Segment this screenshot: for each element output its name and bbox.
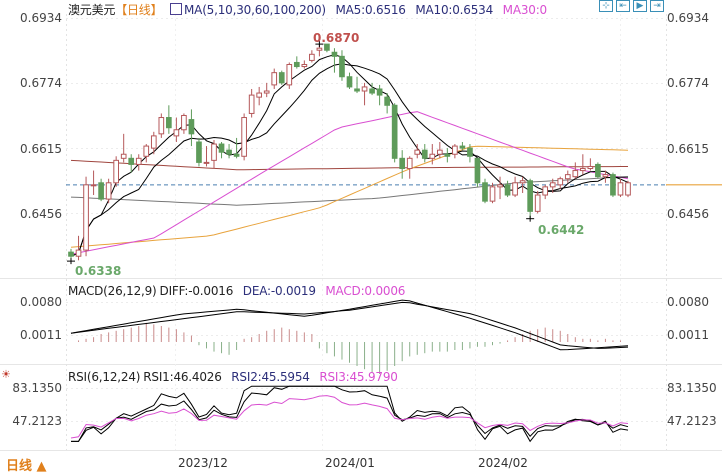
- rsi2-value: RSI2:45.5954: [231, 370, 310, 384]
- ma30-value: MA30:0: [502, 3, 548, 17]
- jump-end-icon[interactable]: ⇥: [650, 0, 664, 12]
- period-tag: 【日线】: [115, 3, 163, 17]
- zoom-in-icon[interactable]: ⇤: [616, 0, 630, 12]
- macd-dea: DEA:-0.0019: [242, 284, 316, 298]
- period-selector-button[interactable]: 日线 ▲: [6, 459, 47, 474]
- high-price-label: 0.6870: [313, 31, 360, 45]
- price-tick-right: 0.6934: [667, 11, 709, 25]
- step-forward-icon[interactable]: ▶: [633, 0, 647, 12]
- low-price-label: 0.6338: [75, 264, 122, 278]
- rsi-tick-left: 83.1350: [12, 381, 62, 395]
- rsi-tick-right: 47.2123: [667, 414, 717, 428]
- rsi-label: RSI(6,12,24): [68, 370, 141, 384]
- macd-tick-right: 0.0011: [667, 328, 709, 342]
- macd-value: MACD:0.0006: [325, 284, 406, 298]
- rsi-tick-left: 47.2123: [12, 414, 62, 428]
- price-tick-right: 0.6615: [667, 142, 709, 156]
- macd-tick-left: 0.0011: [20, 328, 62, 342]
- ma10-value: MA10:0.6534: [415, 3, 494, 17]
- ma-settings-icon[interactable]: [170, 3, 183, 15]
- price-tick-left: 0.6456: [20, 207, 62, 221]
- macd-label: MACD(26,12,9): [68, 284, 157, 298]
- symbol-title: 澳元美元: [68, 3, 116, 17]
- price-tick-right: 0.6774: [667, 76, 709, 90]
- main-legend: 澳元美元【日线】 MA(5,10,30,60,100,200) MA5:0.65…: [68, 1, 553, 18]
- rsi-tick-right: 83.1350: [667, 381, 717, 395]
- date-tick: 2023/12: [178, 456, 228, 470]
- low-price-label: 0.6442: [538, 223, 585, 237]
- ma-label: MA(5,10,30,60,100,200): [184, 3, 326, 17]
- macd-legend: MACD(26,12,9) DIFF:-0.0016 DEA:-0.0019 MA…: [68, 284, 411, 298]
- price-tick-right: 0.6456: [667, 207, 709, 221]
- indicator-settings-icon[interactable]: ☀: [1, 368, 11, 381]
- macd-tick-right: 0.0080: [667, 295, 709, 309]
- macd-tick-left: 0.0080: [20, 295, 62, 309]
- price-tick-left: 0.6615: [20, 142, 62, 156]
- date-tick: 2024/02: [478, 456, 528, 470]
- macd-diff: DIFF:-0.0016: [159, 284, 234, 298]
- chart-toolbar: ⊹ ⇤ ▶ ⇥: [599, 0, 664, 12]
- price-tick-left: 0.6934: [20, 11, 62, 25]
- crosshair-icon[interactable]: ⊹: [599, 0, 613, 12]
- date-tick: 2024/01: [325, 456, 375, 470]
- rsi1-value: RSI1:46.4026: [143, 370, 222, 384]
- price-tick-left: 0.6774: [20, 76, 62, 90]
- rsi3-value: RSI3:45.9790: [319, 370, 398, 384]
- rsi-legend: RSI(6,12,24) RSI1:46.4026 RSI2:45.5954 RS…: [68, 370, 404, 384]
- ma5-value: MA5:0.6516: [335, 3, 406, 17]
